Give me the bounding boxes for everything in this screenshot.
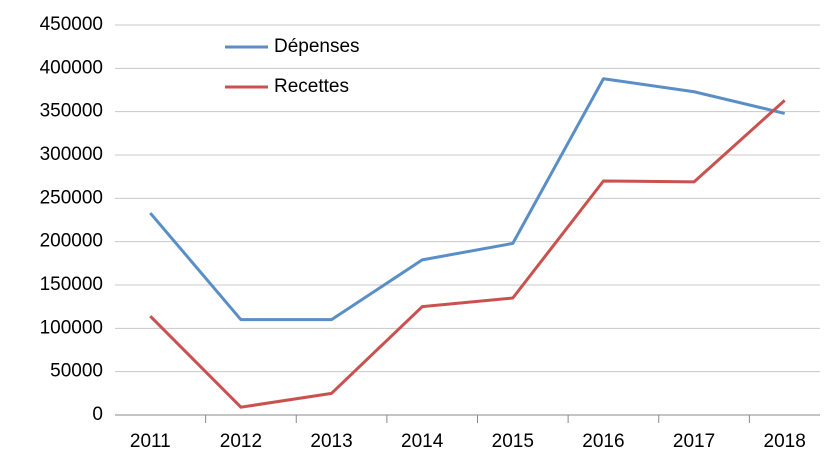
x-tick-label: 2018 [764,431,806,452]
line-series [149,77,786,322]
x-tick-label: 2017 [673,431,715,452]
y-tick-label: 150000 [40,274,103,295]
x-tick-label: 2012 [220,431,262,452]
y-tick-label: 400000 [40,57,103,78]
y-tick-label: 100000 [40,317,103,338]
y-tick-label: 350000 [40,101,103,122]
x-tick-label: 2013 [310,431,352,452]
y-tick-label: 300000 [40,144,103,165]
x-tick-label: 2014 [401,431,444,452]
x-tick-label: 2011 [130,431,171,452]
legend-label: Dépenses [274,36,360,57]
y-tick-label: 0 [92,404,103,425]
y-tick-label: 450000 [40,14,103,35]
x-tick-label: 2015 [492,431,534,452]
y-tick-label: 200000 [40,231,103,252]
legend-label: Recettes [274,76,349,97]
y-tick-label: 250000 [40,187,103,208]
x-tick-label: 2016 [582,431,624,452]
line-series [149,99,786,409]
y-tick-label: 50000 [50,361,103,382]
